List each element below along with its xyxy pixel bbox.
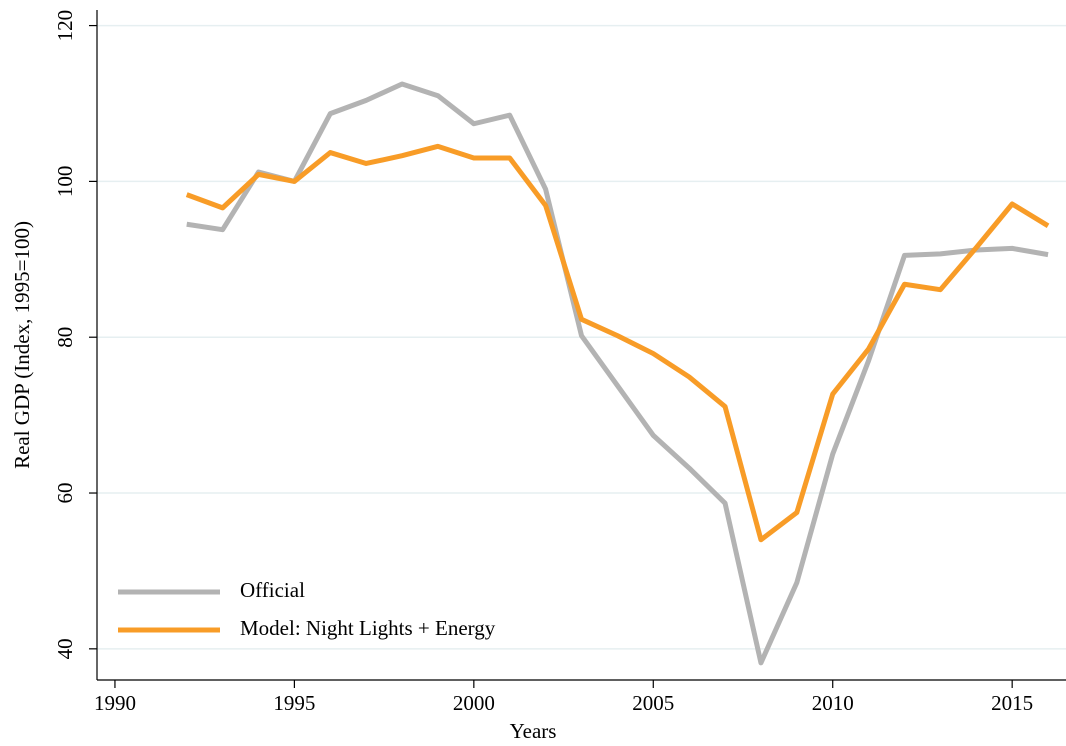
x-tick-label: 2015 <box>991 691 1033 715</box>
legend-label: Official <box>240 578 305 602</box>
x-tick-label: 2005 <box>632 691 674 715</box>
y-tick-label: 120 <box>53 10 77 42</box>
y-tick-label: 40 <box>53 638 77 659</box>
x-tick-label: 1995 <box>273 691 315 715</box>
x-tick-label: 1990 <box>94 691 136 715</box>
x-tick-label: 2000 <box>453 691 495 715</box>
data-line <box>185 143 1050 543</box>
data-line <box>186 81 1049 666</box>
y-tick-label: 60 <box>53 483 77 504</box>
legend-label: Model: Night Lights + Energy <box>240 616 496 640</box>
y-axis-title: Real GDP (Index, 1995=100) <box>10 221 34 469</box>
x-axis-title: Years <box>510 719 557 743</box>
x-tick-label: 2010 <box>812 691 854 715</box>
y-tick-label: 100 <box>53 166 77 198</box>
y-tick-label: 80 <box>53 327 77 348</box>
